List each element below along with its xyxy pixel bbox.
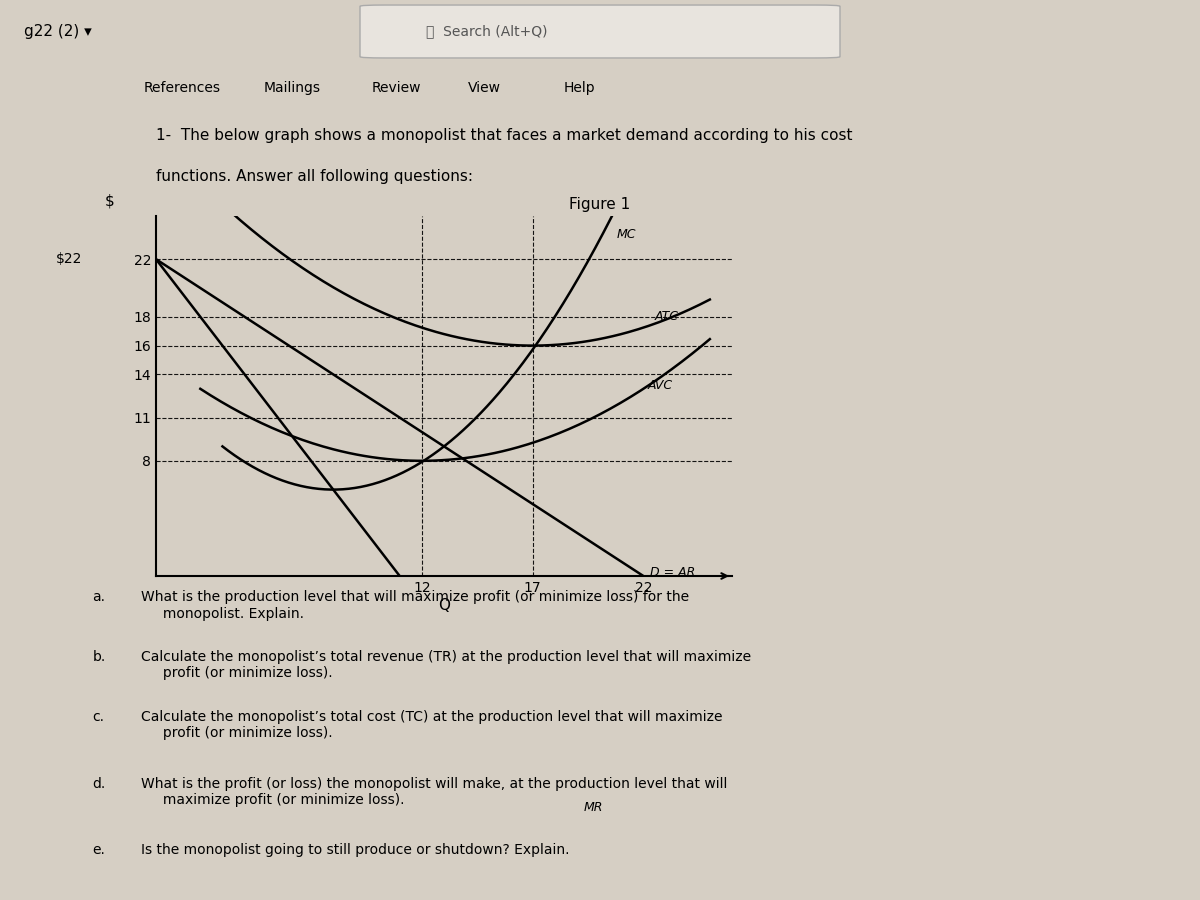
Text: Mailings: Mailings — [264, 81, 322, 94]
Text: MC: MC — [617, 228, 636, 240]
X-axis label: Q: Q — [438, 598, 450, 613]
Text: MR: MR — [583, 801, 602, 814]
Text: ATC: ATC — [654, 310, 678, 322]
Text: c.: c. — [92, 710, 104, 724]
Text: ⌕  Search (Alt+Q): ⌕ Search (Alt+Q) — [426, 24, 547, 39]
Text: Help: Help — [564, 81, 595, 94]
Text: e.: e. — [92, 843, 106, 858]
Text: Calculate the monopolist’s total cost (TC) at the production level that will max: Calculate the monopolist’s total cost (T… — [142, 710, 722, 741]
Text: Review: Review — [372, 81, 421, 94]
Text: AVC: AVC — [648, 379, 673, 392]
Text: $22: $22 — [56, 252, 83, 266]
Text: References: References — [144, 81, 221, 94]
Text: What is the profit (or loss) the monopolist will make, at the production level t: What is the profit (or loss) the monopol… — [142, 777, 727, 807]
Text: What is the production level that will maximize profit (or minimize loss) for th: What is the production level that will m… — [142, 590, 689, 620]
Text: View: View — [468, 81, 502, 94]
Text: d.: d. — [92, 777, 106, 791]
Text: D = AR: D = AR — [650, 566, 695, 579]
FancyBboxPatch shape — [360, 5, 840, 58]
Text: Is the monopolist going to still produce or shutdown? Explain.: Is the monopolist going to still produce… — [142, 843, 570, 858]
Text: Calculate the monopolist’s total revenue (TR) at the production level that will : Calculate the monopolist’s total revenue… — [142, 650, 751, 680]
Text: 1-  The below graph shows a monopolist that faces a market demand according to h: 1- The below graph shows a monopolist th… — [156, 128, 852, 143]
Text: functions. Answer all following questions:: functions. Answer all following question… — [156, 169, 473, 184]
Text: a.: a. — [92, 590, 106, 604]
Y-axis label: $: $ — [106, 194, 115, 209]
Text: Figure 1: Figure 1 — [569, 197, 631, 212]
Text: b.: b. — [92, 650, 106, 664]
Text: g22 (2) ▾: g22 (2) ▾ — [24, 24, 91, 39]
